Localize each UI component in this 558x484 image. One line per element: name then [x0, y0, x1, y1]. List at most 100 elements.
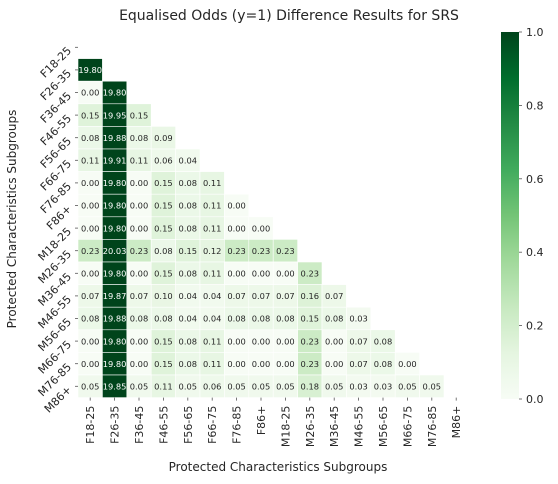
- cell-value-label: 0.08: [81, 133, 99, 143]
- x-tick-label: M36-45: [328, 406, 341, 447]
- cell-value-label: 0.00: [130, 269, 148, 279]
- cell-value-label: 0.08: [374, 359, 392, 369]
- cell-value-label: 0.05: [423, 382, 441, 392]
- cell-value-label: 0.00: [227, 223, 245, 233]
- cell-value-label: 0.05: [325, 382, 343, 392]
- cell-value-label: 0.11: [81, 156, 99, 166]
- cell-value-label: 0.23: [301, 269, 319, 279]
- cell-value-label: 19.80: [78, 65, 102, 75]
- cell-value-label: 0.07: [325, 291, 343, 301]
- cell-value-label: 0.15: [130, 110, 148, 120]
- cell-value-label: 0.23: [227, 246, 245, 256]
- cell-value-label: 0.23: [130, 246, 148, 256]
- x-tick-label: M76-85: [426, 406, 439, 447]
- colorbar-gradient: [501, 32, 519, 399]
- cell-value-label: 0.07: [349, 336, 367, 346]
- cell-value-label: 0.03: [349, 382, 367, 392]
- cell-value-label: 0.03: [374, 382, 392, 392]
- cell-value-label: 0.08: [276, 314, 294, 324]
- cell-value-label: 0.05: [227, 382, 245, 392]
- cell-value-label: 0.18: [301, 382, 319, 392]
- x-tick-label: F18-25: [84, 406, 97, 444]
- cell-value-label: 0.15: [154, 269, 172, 279]
- cell-value-label: 19.80: [103, 359, 127, 369]
- cell-value-label: 0.04: [203, 314, 221, 324]
- cell-value-label: 0.11: [203, 269, 221, 279]
- cell-value-label: 0.00: [227, 269, 245, 279]
- cell-value-label: 0.00: [227, 201, 245, 211]
- x-tick-label: F76-85: [231, 406, 244, 444]
- x-axis-label: Protected Characteristics Subgroups: [169, 460, 388, 474]
- cell-value-label: 19.88: [103, 133, 127, 143]
- cell-value-label: 0.00: [81, 201, 99, 211]
- cell-value-label: 0.00: [325, 336, 343, 346]
- cell-value-label: 0.00: [81, 223, 99, 233]
- cell-value-label: 0.08: [130, 314, 148, 324]
- cell-value-label: 19.80: [103, 178, 127, 188]
- cell-value-label: 0.16: [301, 291, 319, 301]
- cell-value-label: 0.00: [325, 359, 343, 369]
- y-axis-ticks: F18-25F26-35F36-45F46-55F56-65F66-75F76-…: [36, 44, 78, 416]
- cell-value-label: 0.00: [227, 359, 245, 369]
- cell-value-label: 0.15: [154, 359, 172, 369]
- cell-value-label: 0.00: [276, 359, 294, 369]
- cell-value-label: 0.00: [130, 223, 148, 233]
- cell-value-label: 0.08: [179, 201, 197, 211]
- cell-value-label: 0.11: [130, 156, 148, 166]
- cell-value-label: 0.08: [227, 314, 245, 324]
- x-axis-ticks: F18-25 F26-35 F36-45 F46-55 F56-65 F66-75 F76-…: [84, 397, 463, 447]
- cell-value-label: 0.11: [154, 382, 172, 392]
- cell-value-label: 0.00: [81, 359, 99, 369]
- cell-value-label: 0.08: [179, 359, 197, 369]
- cell-value-label: 0.23: [252, 246, 270, 256]
- cell-value-label: 0.15: [154, 223, 172, 233]
- x-tick-label: F66-75: [206, 406, 219, 444]
- cell-value-label: 0.06: [203, 382, 221, 392]
- cell-value-label: 0.00: [81, 88, 99, 98]
- cell-value-label: 0.04: [179, 156, 197, 166]
- cell-value-label: 0.09: [154, 133, 172, 143]
- x-tick-label: M26-35: [304, 406, 317, 447]
- cell-value-label: 0.08: [325, 314, 343, 324]
- cell-value-label: 0.03: [349, 314, 367, 324]
- cell-value-label: 0.07: [349, 359, 367, 369]
- cell-value-label: 0.05: [276, 382, 294, 392]
- y-axis-label: Protected Characteristics Subgroups: [5, 110, 19, 329]
- cell-value-label: 0.23: [301, 336, 319, 346]
- cell-value-label: 0.15: [154, 201, 172, 211]
- x-tick-label: M56-65: [377, 406, 390, 447]
- cell-value-label: 0.00: [252, 336, 270, 346]
- colorbar-tick-label: 0.4: [526, 246, 544, 259]
- cell-value-label: 0.07: [252, 291, 270, 301]
- cell-value-label: 0.04: [179, 291, 197, 301]
- colorbar-tick-label: 0.2: [526, 320, 544, 333]
- cell-value-label: 0.12: [203, 246, 221, 256]
- cell-value-label: 19.80: [103, 223, 127, 233]
- x-tick-label: M18-25: [279, 406, 292, 447]
- cell-value-label: 0.00: [227, 336, 245, 346]
- colorbar-tick-label: 1.0: [526, 26, 544, 39]
- cell-value-label: 0.00: [130, 178, 148, 188]
- cell-value-label: 0.08: [179, 269, 197, 279]
- cell-value-label: 19.95: [103, 110, 127, 120]
- x-tick-label: M66-75: [401, 406, 414, 447]
- cell-value-label: 0.15: [179, 246, 197, 256]
- cell-value-label: 0.15: [154, 336, 172, 346]
- cell-value-label: 0.08: [252, 314, 270, 324]
- cell-value-label: 19.85: [103, 382, 127, 392]
- cell-value-label: 0.05: [179, 382, 197, 392]
- cell-value-label: 0.08: [179, 178, 197, 188]
- cell-value-label: 0.15: [154, 178, 172, 188]
- cell-value-label: 0.00: [252, 223, 270, 233]
- cell-value-label: 0.00: [81, 336, 99, 346]
- cell-value-label: 0.23: [301, 359, 319, 369]
- x-tick-label: F46-55: [157, 406, 170, 444]
- cell-value-label: 0.08: [154, 246, 172, 256]
- colorbar-tick-label: 0.8: [526, 99, 544, 112]
- cell-value-label: 0.23: [81, 246, 99, 256]
- cell-value-label: 0.07: [81, 291, 99, 301]
- cell-value-label: 0.10: [154, 291, 172, 301]
- cell-value-label: 0.00: [81, 178, 99, 188]
- cell-value-label: 19.80: [103, 88, 127, 98]
- cell-value-label: 0.00: [130, 201, 148, 211]
